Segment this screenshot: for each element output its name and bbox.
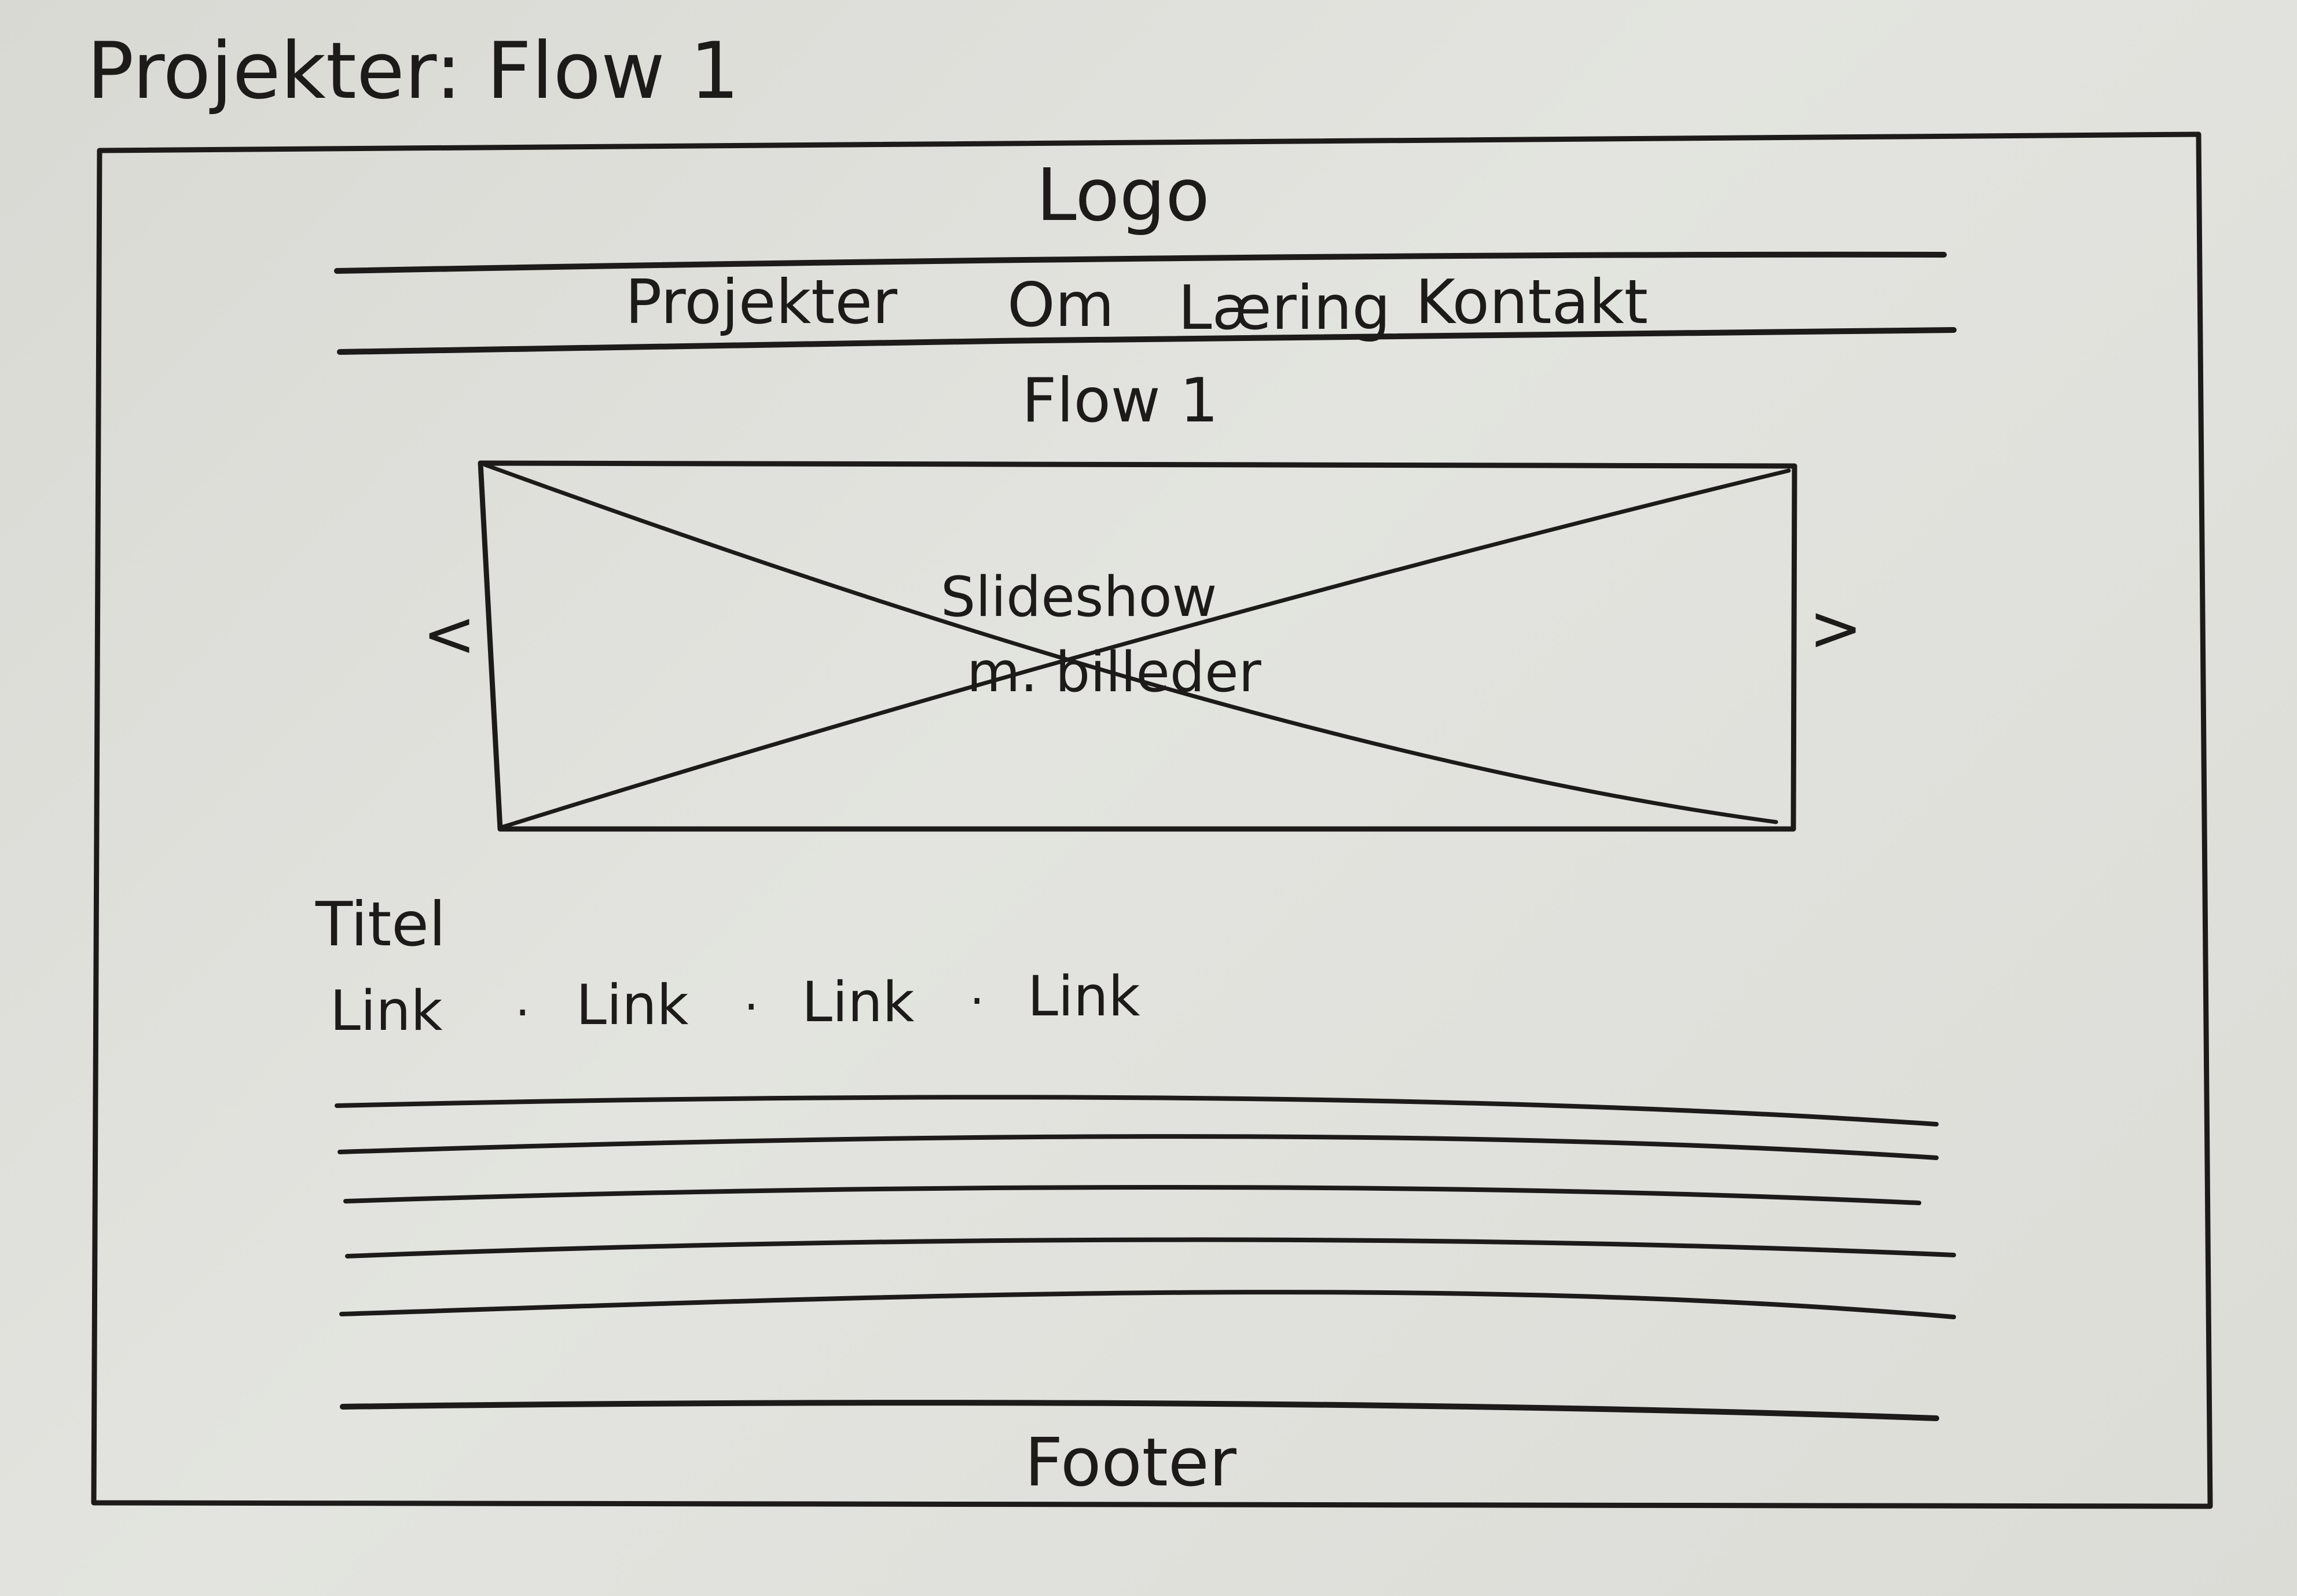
slideshow-label: Slideshow [941, 566, 1217, 629]
link-separator: · [515, 986, 530, 1040]
slideshow-cross-1 [483, 463, 1778, 824]
nav-item-om[interactable]: Om [1007, 270, 1114, 340]
page-heading: Projekter: Flow 1 [87, 25, 740, 116]
slideshow-cross-2 [501, 468, 1791, 829]
slideshow-sublabel: m. billeder [967, 641, 1261, 705]
content-line [337, 1134, 1939, 1160]
content-link[interactable]: Link [576, 974, 689, 1037]
section-title: Titel [315, 889, 446, 960]
footer-divider [340, 1400, 1939, 1421]
content-link[interactable]: Link [330, 979, 443, 1043]
content-line [339, 1290, 1956, 1319]
nav-item-projekter[interactable]: Projekter [625, 267, 898, 337]
slideshow-prev-icon[interactable]: < [423, 597, 476, 671]
content-line [343, 1184, 1921, 1205]
content-line [335, 1095, 1939, 1127]
link-separator: · [744, 980, 759, 1034]
header-divider [334, 251, 1947, 274]
content-link[interactable]: Link [802, 971, 915, 1034]
link-separator: · [970, 974, 985, 1028]
slideshow-next-icon[interactable]: > [1809, 591, 1863, 665]
content-line [345, 1237, 1956, 1259]
nav-item-kontakt[interactable]: Kontakt [1415, 267, 1648, 337]
nav-divider [337, 327, 1957, 355]
nav-item-laering[interactable]: Læring [1178, 273, 1391, 343]
footer: Footer [1025, 1424, 1236, 1502]
project-title: Flow 1 [1022, 365, 1219, 436]
content-link[interactable]: Link [1028, 965, 1140, 1029]
logo[interactable]: Logo [1036, 153, 1210, 237]
slideshow-frame [478, 460, 1797, 832]
page-frame [91, 131, 2213, 1509]
